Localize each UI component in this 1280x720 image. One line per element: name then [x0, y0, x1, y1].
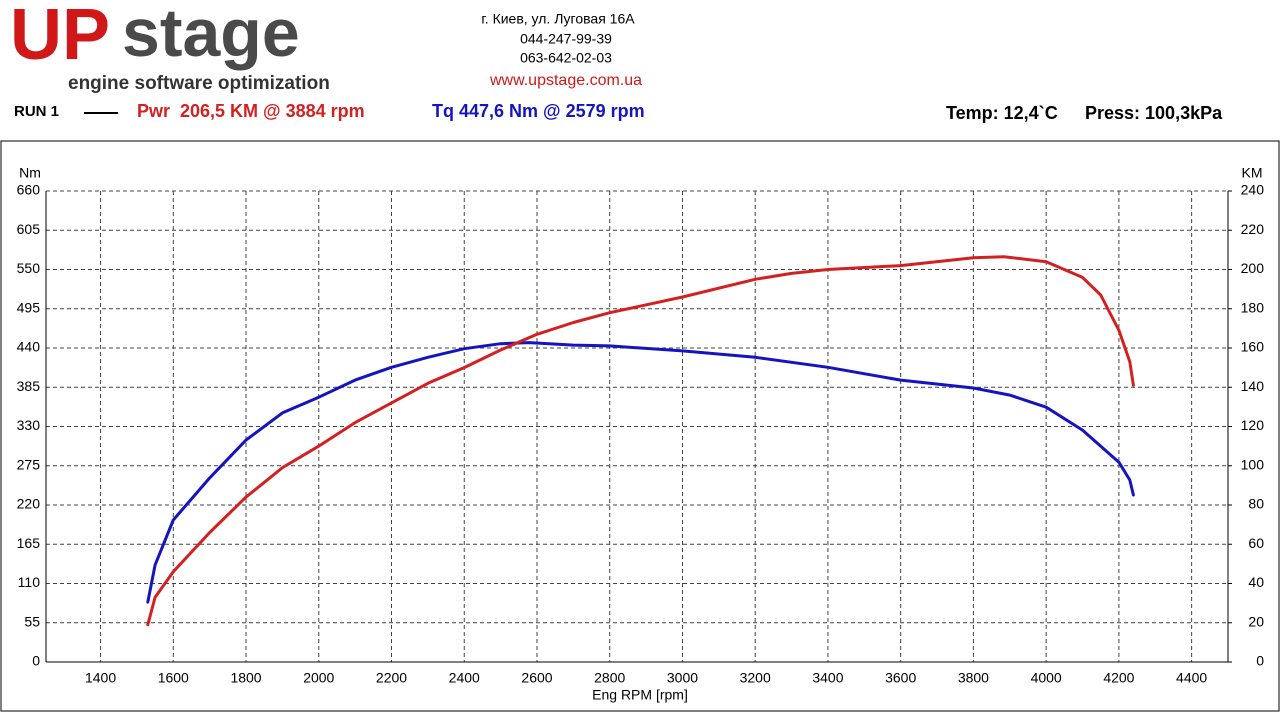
- run-label: RUN 1: [14, 103, 59, 120]
- y2-axis-title: KM: [1242, 165, 1263, 181]
- y2-tick-label: 180: [1241, 299, 1265, 315]
- temp: Temp: 12,4`C: [946, 103, 1058, 123]
- y-tick-label: 55: [24, 613, 40, 629]
- address: г. Киев, ул. Луговая 16А: [481, 11, 635, 27]
- y2-tick-label: 140: [1241, 378, 1265, 394]
- y-tick-label: 330: [17, 417, 41, 433]
- y-tick-label: 220: [17, 496, 41, 512]
- y-tick-label: 385: [17, 378, 41, 394]
- phone: 044-247-99-39: [520, 31, 612, 47]
- y-tick-label: 550: [17, 260, 41, 276]
- y2-tick-label: 200: [1241, 260, 1265, 276]
- press: Press: 100,3kPa: [1085, 103, 1223, 123]
- x-tick-label: 2600: [521, 670, 552, 686]
- y2-tick-label: 120: [1241, 417, 1265, 433]
- x-tick-label: 2000: [303, 670, 334, 686]
- y2-tick-label: 80: [1248, 496, 1264, 512]
- x-tick-label: 3600: [885, 670, 916, 686]
- series-line: [146, 341, 1135, 604]
- x-tick-label: 1800: [230, 670, 261, 686]
- website: www.upstage.com.ua: [489, 72, 642, 89]
- y2-tick-label: 240: [1241, 182, 1265, 198]
- phone: 063-642-02-03: [520, 50, 612, 66]
- x-tick-label: 3000: [667, 670, 698, 686]
- y-tick-label: 605: [17, 221, 41, 237]
- y2-tick-label: 100: [1241, 456, 1265, 472]
- logo-tagline: engine software optimization: [68, 73, 330, 94]
- x-tick-label: 2400: [449, 670, 480, 686]
- chart-frame: [0, 140, 1280, 712]
- y-tick-label: 495: [17, 299, 41, 315]
- x-tick-label: 3800: [958, 670, 989, 686]
- x-tick-label: 3400: [812, 670, 843, 686]
- logo-word: stage: [122, 0, 300, 71]
- x-axis-title: Eng RPM [rpm]: [592, 687, 688, 703]
- y2-tick-label: 20: [1248, 613, 1264, 629]
- y-tick-label: 110: [18, 574, 41, 590]
- series-line: [146, 255, 1135, 627]
- y-tick-label: 440: [17, 339, 41, 355]
- power-summary: Pwr 206,5 KM @ 3884 rpm: [137, 101, 365, 121]
- x-tick-label: 4200: [1103, 670, 1134, 686]
- y-tick-label: 165: [17, 535, 41, 551]
- torque-summary: Tq 447,6 Nm @ 2579 rpm: [432, 101, 645, 121]
- y-tick-label: 660: [17, 182, 41, 198]
- y-tick-label: 0: [32, 653, 40, 669]
- y-tick-label: 275: [17, 456, 41, 472]
- x-tick-label: 3200: [740, 670, 771, 686]
- y2-tick-label: 0: [1256, 653, 1264, 669]
- x-tick-label: 1600: [158, 670, 189, 686]
- y2-tick-label: 160: [1241, 339, 1265, 355]
- y-axis-title: Nm: [19, 165, 41, 181]
- x-tick-label: 1400: [85, 670, 116, 686]
- logo-mark: UP: [10, 0, 110, 75]
- y2-tick-label: 220: [1241, 221, 1265, 237]
- y2-tick-label: 40: [1248, 574, 1264, 590]
- x-tick-label: 2200: [376, 670, 407, 686]
- x-tick-label: 4000: [1031, 670, 1062, 686]
- y2-tick-label: 60: [1248, 535, 1264, 551]
- x-tick-label: 4400: [1176, 670, 1207, 686]
- x-tick-label: 2800: [594, 670, 625, 686]
